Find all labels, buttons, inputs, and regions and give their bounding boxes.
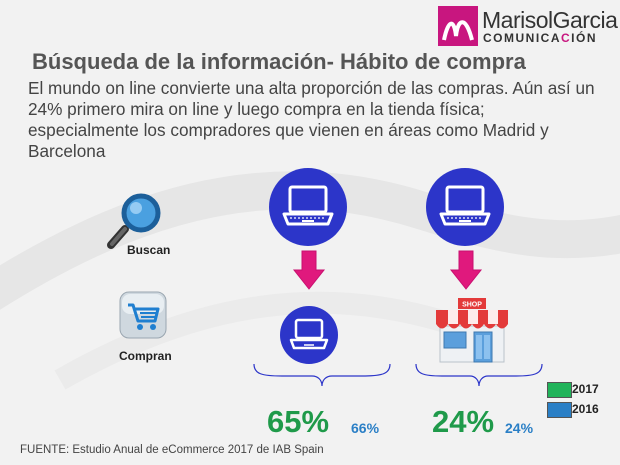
buy-label: Compran	[119, 349, 172, 363]
online-pct-2017: 65%	[267, 404, 330, 439]
brace-online	[253, 363, 391, 387]
down-arrow-icon	[292, 250, 326, 290]
legend-label: 2016	[572, 402, 599, 416]
shop-storefront-icon: SHOP	[436, 298, 508, 363]
legend-label: 2017	[572, 382, 599, 396]
search-label: Buscan	[127, 243, 171, 257]
shop-sign: SHOP	[462, 302, 482, 309]
shopping-cart-icon	[119, 291, 167, 339]
body-paragraph: El mundo on line convierte una alta prop…	[28, 78, 595, 161]
magnifier-icon	[107, 193, 161, 249]
legend-swatch	[547, 382, 572, 398]
logo-name: MarisolGarcia	[482, 7, 618, 33]
logo-subtitle: COMUNICACIÓN	[483, 31, 598, 45]
logo-mark	[438, 6, 478, 46]
store-pct-2016: 24%	[505, 420, 534, 436]
laptop-icon	[269, 168, 347, 246]
store-pct-2017: 24%	[432, 404, 495, 439]
laptop-icon	[426, 168, 504, 246]
source-note: FUENTE: Estudio Anual de eCommerce 2017 …	[20, 444, 324, 456]
online-pct-2016: 66%	[351, 420, 380, 436]
laptop-icon	[280, 306, 338, 364]
company-logo: MarisolGarcia COMUNICACIÓN	[438, 6, 620, 46]
page-title: Búsqueda de la información- Hábito de co…	[32, 49, 526, 74]
brace-store	[415, 363, 543, 387]
legend-swatch	[547, 402, 572, 418]
down-arrow-icon	[449, 250, 483, 290]
